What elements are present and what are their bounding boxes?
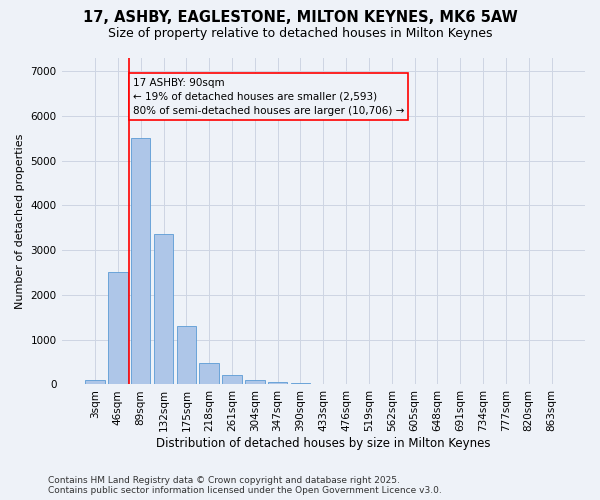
Text: Contains HM Land Registry data © Crown copyright and database right 2025.
Contai: Contains HM Land Registry data © Crown c… [48, 476, 442, 495]
Bar [176, 326, 196, 384]
Bar [85, 380, 105, 384]
Bar [245, 380, 265, 384]
Text: Size of property relative to detached houses in Milton Keynes: Size of property relative to detached ho… [108, 28, 492, 40]
Text: 17 ASHBY: 90sqm
← 19% of detached houses are smaller (2,593)
80% of semi-detache: 17 ASHBY: 90sqm ← 19% of detached houses… [133, 78, 404, 116]
Y-axis label: Number of detached properties: Number of detached properties [15, 134, 25, 308]
Bar [199, 363, 219, 384]
Bar [131, 138, 151, 384]
Bar [222, 374, 242, 384]
Bar [268, 382, 287, 384]
Text: 17, ASHBY, EAGLESTONE, MILTON KEYNES, MK6 5AW: 17, ASHBY, EAGLESTONE, MILTON KEYNES, MK… [83, 10, 517, 25]
Bar [154, 234, 173, 384]
Bar [291, 383, 310, 384]
Bar [108, 272, 128, 384]
X-axis label: Distribution of detached houses by size in Milton Keynes: Distribution of detached houses by size … [156, 437, 491, 450]
